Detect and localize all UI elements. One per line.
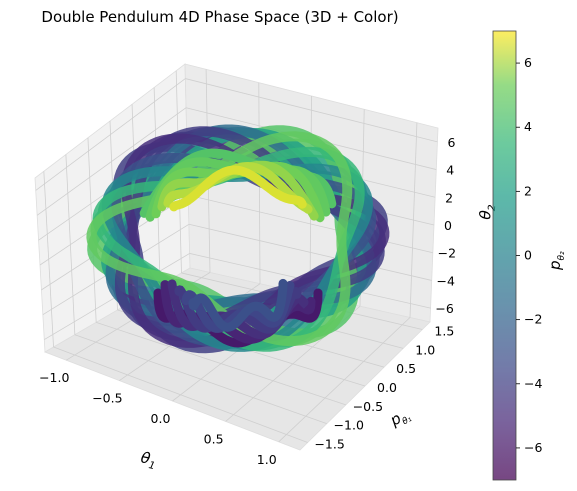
colorbar-tick-label: 6 bbox=[524, 55, 532, 70]
y-tick-label: 0.5 bbox=[396, 361, 416, 376]
x-tick-label: −1.0 bbox=[39, 370, 69, 385]
y-tick-label: −0.5 bbox=[353, 399, 383, 414]
colorbar-tick-label: −6 bbox=[524, 440, 542, 455]
y-tick-label: 0.0 bbox=[377, 380, 397, 395]
y-tick-label: 1.0 bbox=[415, 342, 435, 357]
x-tick-label: 0.5 bbox=[204, 431, 224, 446]
z-tick-label: −4 bbox=[436, 273, 454, 288]
z-tick-label: −6 bbox=[435, 301, 453, 316]
z-tick-label: −2 bbox=[438, 246, 456, 261]
z-tick-label: 2 bbox=[445, 190, 453, 205]
z-tick-label: 6 bbox=[447, 135, 455, 150]
colorbar-tick-label: −4 bbox=[524, 376, 542, 391]
colorbar-gradient bbox=[493, 31, 516, 480]
y-tick-label: −1.0 bbox=[334, 418, 364, 433]
colorbar-tick-label: −2 bbox=[524, 312, 542, 327]
colorbar-tick-label: 0 bbox=[524, 248, 532, 263]
x-tick-label: 1.0 bbox=[257, 452, 277, 467]
y-tick-label: 1.5 bbox=[434, 324, 454, 339]
chart-title: Double Pendulum 4D Phase Space (3D + Col… bbox=[41, 8, 398, 26]
z-tick-label: 0 bbox=[444, 218, 452, 233]
z-tick-label: 4 bbox=[446, 163, 454, 178]
colorbar-tick-label: 4 bbox=[524, 119, 532, 134]
y-tick-label: −1.5 bbox=[314, 436, 344, 451]
colorbar-tick-label: 2 bbox=[524, 183, 532, 198]
x-tick-label: −0.5 bbox=[92, 391, 122, 406]
x-tick-label: 0.0 bbox=[151, 411, 171, 426]
